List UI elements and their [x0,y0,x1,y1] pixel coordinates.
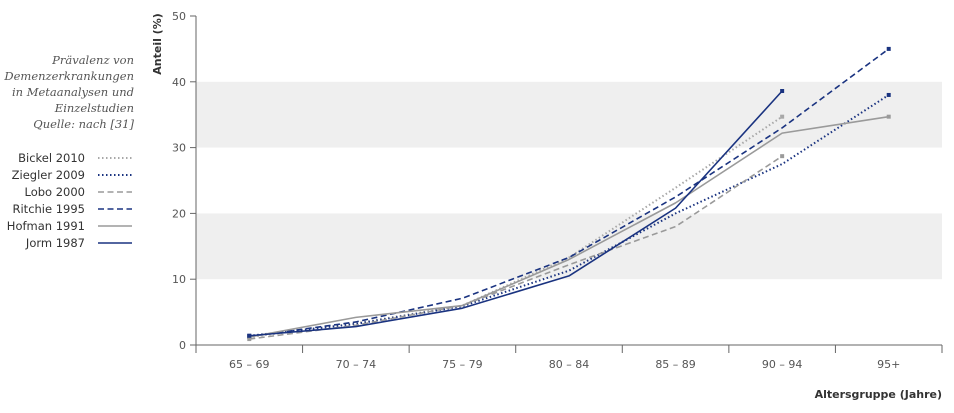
series-end-marker [780,154,785,159]
series-line [249,90,783,337]
grid-band [196,81,942,148]
x-tick-label: 75 – 79 [442,358,483,371]
caption-source: Quelle: nach [31] [33,117,134,131]
legend-item: Lobo 2000 [0,184,140,200]
legend-swatch [98,174,132,176]
legend-label: Hofman 1991 [6,219,85,233]
legend-item: Ritchie 1995 [0,201,140,217]
series-line [249,48,890,338]
series-lines [247,46,891,342]
caption-line: Demenzerkrankungen [4,69,134,83]
legend-label: Ritchie 1995 [12,202,86,216]
legend-swatch [98,208,132,210]
x-tick-label: 80 – 84 [549,358,590,371]
series-end-marker [886,114,891,119]
y-tick-label: 10 [172,273,186,286]
legend-label: Jorm 1987 [25,236,85,250]
x-tick-label: 70 – 74 [336,358,377,371]
series-start-marker [247,333,252,338]
legend-label: Bickel 2010 [18,151,85,165]
x-tick-label: 85 – 89 [655,358,696,371]
legend-label: Ziegler 2009 [11,168,85,182]
legend-item: Bickel 2010 [0,150,140,166]
grid-band [196,213,942,280]
y-axis-title: Anteil (%) [151,13,164,75]
series-end-marker [886,46,891,51]
y-tick-label: 0 [179,339,186,352]
x-axis-title: Altersgruppe (Jahre) [815,388,942,401]
series-end-marker [780,114,785,119]
y-tick-label: 50 [172,10,186,23]
x-tick-label: 65 – 69 [229,358,270,371]
y-tick-label: 20 [172,207,186,220]
y-axis: 0 10 20 30 40 50 [172,10,197,352]
caption-line: in Metaanalysen und [11,85,134,99]
caption-line: Prävalenz von [52,53,134,67]
legend-swatch [98,157,132,159]
caption-line: Einzelstudien [54,101,134,115]
series-end-marker [780,89,785,94]
y-tick-label: 30 [172,142,186,155]
grid-bands [196,81,942,280]
legend-swatch [98,191,132,193]
legend-label: Lobo 2000 [24,185,86,199]
y-tick-label: 40 [172,76,186,89]
legend-item: Ziegler 2009 [0,167,140,183]
x-tick-label: 95+ [877,358,900,371]
chart-caption: Prävalenz von Demenzerkrankungen in Meta… [0,52,134,132]
series-end-marker [886,92,891,97]
x-axis: 65 – 69 70 – 74 75 – 79 80 – 84 85 – 89 90 – … [195,344,943,371]
x-tick-label: 90 – 94 [762,358,803,371]
legend-item: Hofman 1991 [0,218,140,234]
legend-swatch [98,225,132,227]
series-line [249,115,889,338]
legend-swatch [98,242,132,244]
series-line [249,115,783,339]
legend-item: Jorm 1987 [0,235,140,251]
